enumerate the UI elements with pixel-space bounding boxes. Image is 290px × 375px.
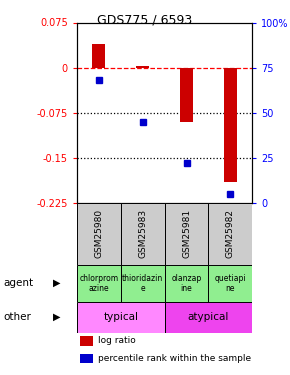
Bar bbox=[77, 302, 165, 333]
Bar bbox=[80, 336, 93, 346]
Text: thioridazin
e: thioridazin e bbox=[122, 274, 163, 292]
Bar bbox=[80, 354, 93, 363]
Bar bbox=[77, 265, 121, 302]
Text: percentile rank within the sample: percentile rank within the sample bbox=[98, 354, 251, 363]
Text: chlorprom
azine: chlorprom azine bbox=[79, 274, 118, 292]
Bar bbox=[77, 203, 121, 265]
Text: GSM25981: GSM25981 bbox=[182, 209, 191, 258]
Bar bbox=[209, 265, 252, 302]
Text: ▶: ▶ bbox=[53, 312, 60, 322]
Text: log ratio: log ratio bbox=[98, 336, 136, 345]
Text: olanzap
ine: olanzap ine bbox=[171, 274, 202, 292]
Bar bbox=[165, 302, 252, 333]
Text: other: other bbox=[3, 312, 31, 322]
Bar bbox=[121, 203, 165, 265]
Bar bbox=[165, 203, 209, 265]
Bar bbox=[224, 68, 237, 182]
Bar bbox=[121, 265, 165, 302]
Text: GSM25983: GSM25983 bbox=[138, 209, 147, 258]
Text: quetiapi
ne: quetiapi ne bbox=[215, 274, 246, 292]
Text: GSM25980: GSM25980 bbox=[94, 209, 103, 258]
Text: atypical: atypical bbox=[188, 312, 229, 322]
Text: typical: typical bbox=[103, 312, 138, 322]
Bar bbox=[92, 44, 105, 68]
Bar bbox=[165, 265, 209, 302]
Bar bbox=[180, 68, 193, 122]
Text: GSM25982: GSM25982 bbox=[226, 209, 235, 258]
Text: ▶: ▶ bbox=[53, 278, 60, 288]
Bar bbox=[136, 66, 149, 68]
Bar bbox=[209, 203, 252, 265]
Text: agent: agent bbox=[3, 278, 33, 288]
Text: GDS775 / 6593: GDS775 / 6593 bbox=[97, 13, 193, 26]
